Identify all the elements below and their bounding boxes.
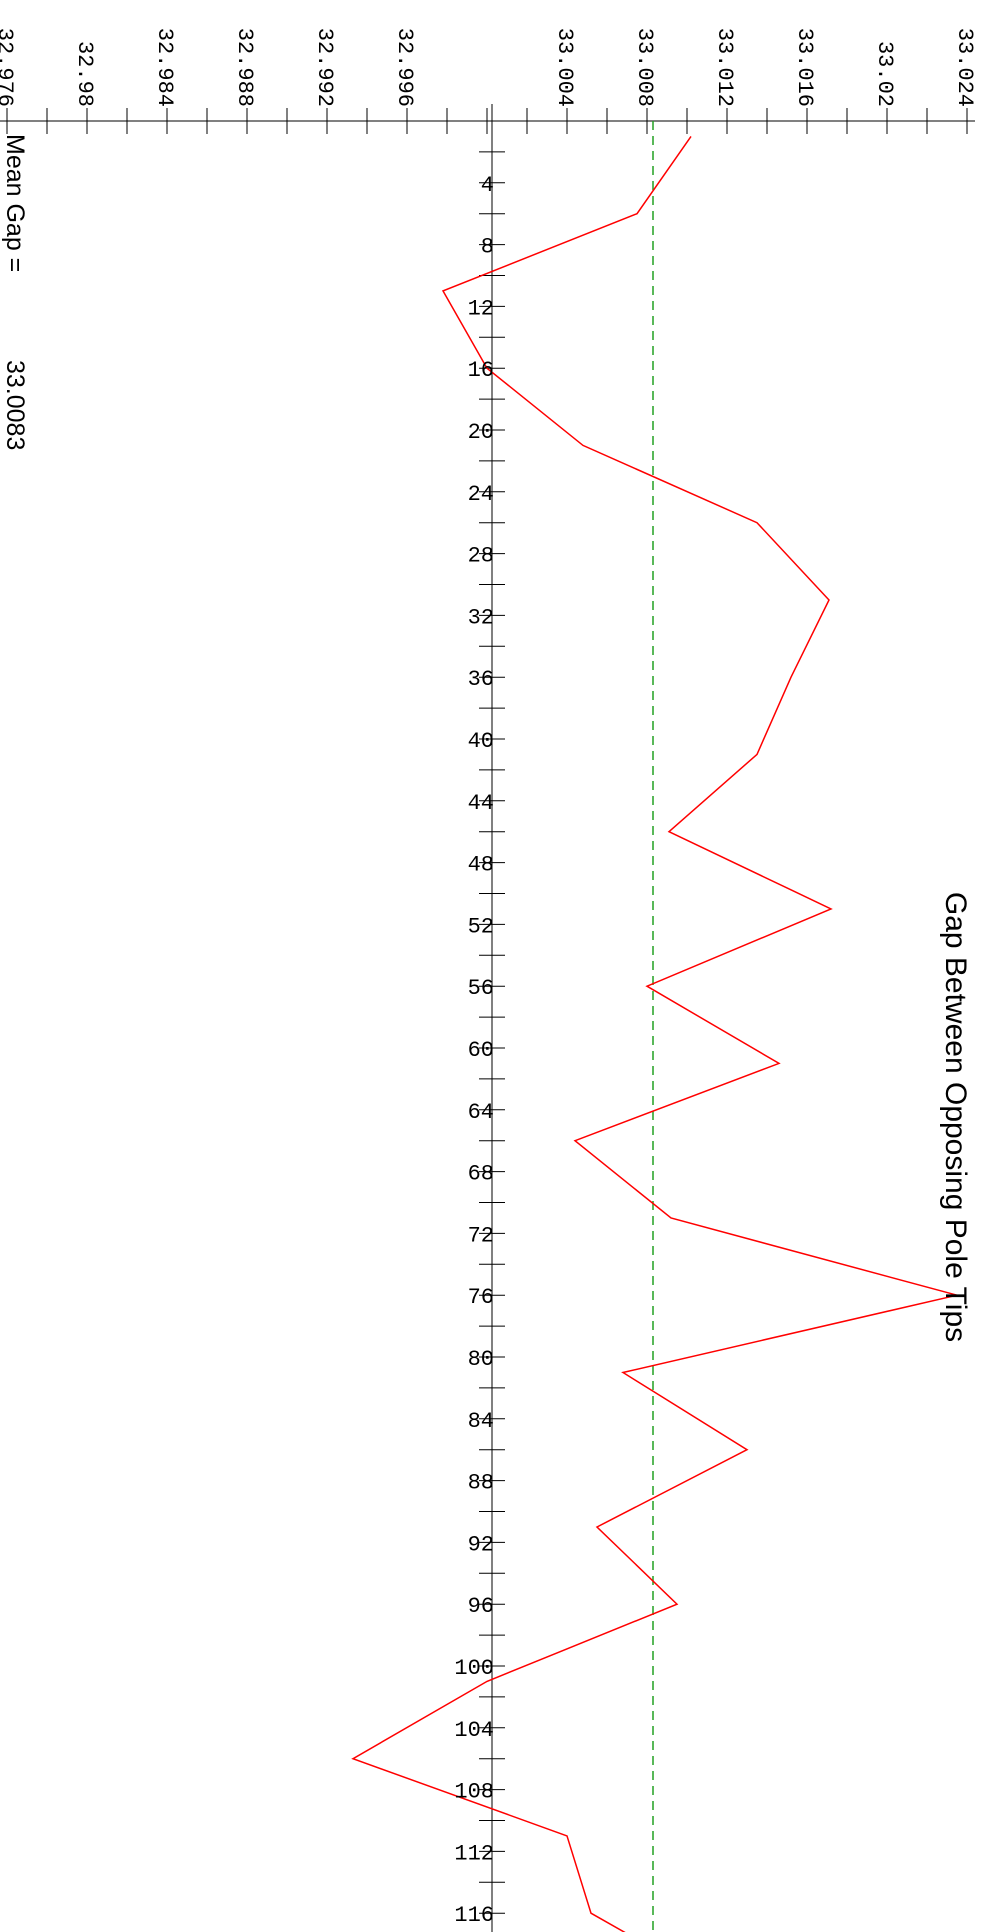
- index-tick-label: 88: [468, 1471, 494, 1496]
- index-tick-label: 40: [468, 729, 494, 754]
- index-tick-label: 104: [454, 1718, 494, 1743]
- index-tick-label: 84: [468, 1409, 494, 1434]
- value-tick-label: 32.996: [392, 28, 417, 107]
- index-tick-label: 108: [454, 1780, 494, 1805]
- index-tick-label: 32: [468, 605, 494, 630]
- value-tick-label: 32.992: [312, 28, 337, 107]
- index-tick-label: 16: [468, 358, 494, 383]
- index-tick-label: 72: [468, 1223, 494, 1248]
- index-tick-label: 12: [468, 296, 494, 321]
- value-tick-label: 33.024: [952, 28, 977, 107]
- index-tick-label: 116: [454, 1903, 494, 1928]
- index-tick-label: 64: [468, 1100, 494, 1125]
- value-tick-label: 33.004: [552, 28, 577, 107]
- value-tick-label: 32.98: [72, 41, 97, 107]
- value-tick-label: 32.988: [232, 28, 257, 107]
- plot-area: [351, 121, 958, 1932]
- data-series-line: [351, 135, 958, 1932]
- value-tick-label: 33.016: [792, 28, 817, 107]
- index-tick-label: 60: [468, 1038, 494, 1063]
- index-tick-label: 112: [454, 1841, 494, 1866]
- index-tick-label: 52: [468, 914, 494, 939]
- index-tick-label: 96: [468, 1594, 494, 1619]
- index-tick-label: 36: [468, 667, 494, 692]
- index-tick-label: 100: [454, 1656, 494, 1681]
- index-tick-label: 20: [468, 420, 494, 445]
- value-tick-label: 33.008: [632, 28, 657, 107]
- index-tick-label: 28: [468, 544, 494, 569]
- index-tick-label: 4: [481, 173, 494, 198]
- index-tick-label: 56: [468, 976, 494, 1001]
- chart-title: Gap Between Opposing Pole Tips: [939, 892, 972, 1342]
- index-tick-label: 80: [468, 1347, 494, 1372]
- index-tick-label: 24: [468, 482, 494, 507]
- value-tick-label: 33.012: [712, 28, 737, 107]
- axes: [0, 104, 975, 1932]
- mean-gap-label: Mean Gap =: [1, 134, 29, 272]
- value-tick-label: 32.984: [152, 28, 177, 107]
- index-tick-label: 44: [468, 791, 494, 816]
- index-tick-label: 68: [468, 1162, 494, 1187]
- labels: 32.976 32.98 32.984 32.988 32.992 32.996 33.00…: [0, 28, 977, 1928]
- index-tick-label: 92: [468, 1532, 494, 1557]
- index-tick-label: 8: [481, 235, 494, 260]
- value-tick-label: 33.02: [872, 41, 897, 107]
- index-tick-label: 76: [468, 1285, 494, 1310]
- mean-gap-value: 33.0083: [1, 360, 29, 450]
- index-tick-label: 48: [468, 853, 494, 878]
- value-tick-label: 32.976: [0, 28, 17, 107]
